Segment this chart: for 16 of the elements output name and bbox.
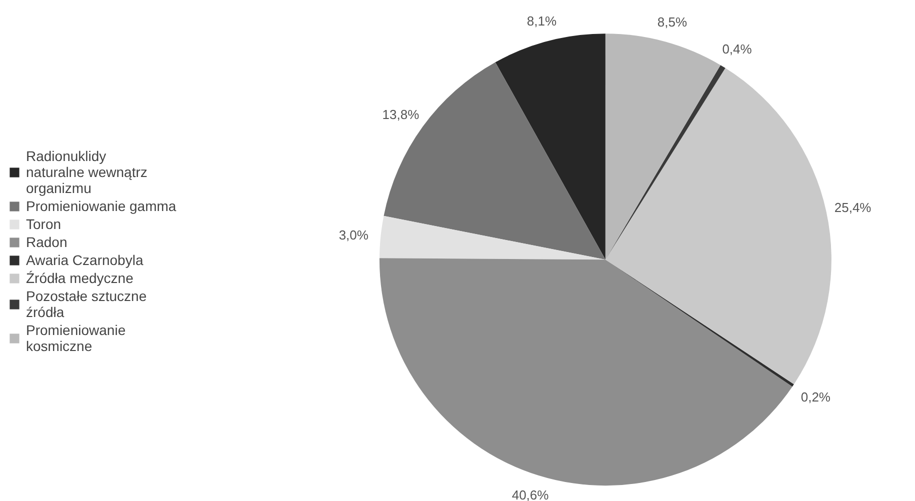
legend-label: Awaria Czarnobyla	[26, 252, 144, 268]
legend-label: Promieniowanie kosmiczne	[26, 322, 126, 354]
data-label: 0,4%	[722, 42, 752, 57]
data-label: 8,1%	[526, 14, 557, 29]
legend-label: Promieniowanie gamma	[26, 198, 176, 214]
data-label: 25,4%	[834, 200, 872, 215]
data-label: 0,2%	[800, 389, 831, 404]
data-label: 8,5%	[657, 14, 688, 30]
data-label: 40,6%	[512, 487, 550, 501]
legend-label: Pozostałe sztuczne źródła	[26, 288, 147, 320]
legend-label: Radionuklidy naturalne wewnątrz organizmu	[26, 148, 148, 196]
data-label: 13,8%	[382, 107, 420, 122]
legend-label: Radon	[26, 234, 68, 250]
data-label: 3,0%	[338, 227, 369, 242]
legend-label: Toron	[26, 216, 62, 232]
legend-label: Źródła medyczne	[26, 270, 134, 286]
